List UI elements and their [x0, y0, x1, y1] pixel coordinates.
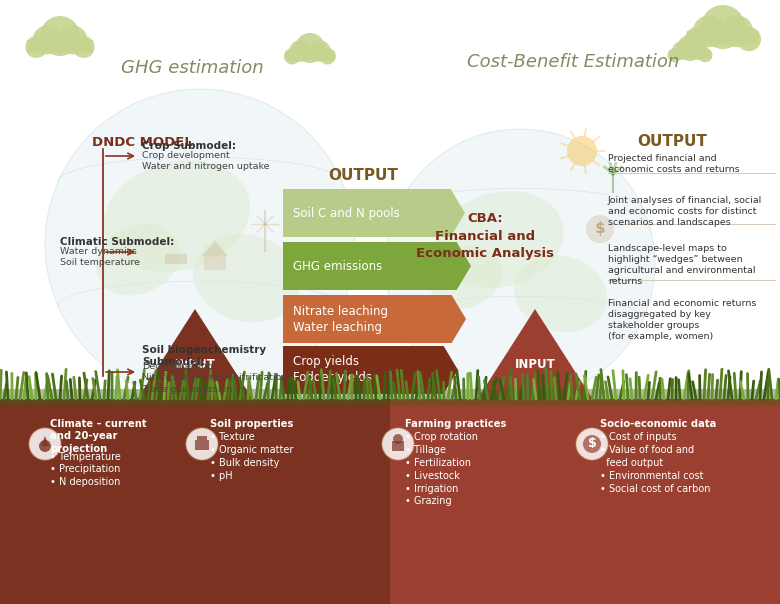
- Text: DNDC MODEL: DNDC MODEL: [92, 135, 193, 149]
- Text: • Crop rotation
• Tillage
• Fertilization
• Livestock
• Irrigation
• Grazing: • Crop rotation • Tillage • Fertilizatio…: [405, 432, 478, 507]
- Text: • Texture
• Organic matter
• Bulk density
• pH: • Texture • Organic matter • Bulk densit…: [210, 432, 293, 481]
- Polygon shape: [471, 309, 599, 409]
- Text: • Temperature
• Precipitation
• N deposition: • Temperature • Precipitation • N deposi…: [50, 452, 121, 487]
- Text: Climate – current
and 20-year
projection: Climate – current and 20-year projection: [50, 419, 147, 454]
- Text: Joint analyses of financial, social
and economic costs for distinct
scenarios an: Joint analyses of financial, social and …: [608, 196, 762, 227]
- Circle shape: [33, 25, 62, 54]
- Text: Decomposition
Nitrification and denitrification
Trace gas emission: Decomposition Nitrification and denitrif…: [142, 362, 287, 394]
- Bar: [390, 399, 780, 604]
- Ellipse shape: [436, 191, 563, 288]
- Circle shape: [701, 5, 745, 49]
- Ellipse shape: [430, 246, 502, 309]
- Ellipse shape: [514, 255, 607, 332]
- Text: Cost-Benefit Estimation: Cost-Benefit Estimation: [467, 53, 679, 71]
- Circle shape: [385, 129, 655, 399]
- Bar: [285, 51, 335, 60]
- Circle shape: [73, 36, 94, 58]
- Ellipse shape: [104, 160, 250, 272]
- Circle shape: [689, 41, 707, 60]
- Circle shape: [186, 428, 218, 460]
- Circle shape: [45, 89, 355, 399]
- Text: Crop yields
Fodder yields: Crop yields Fodder yields: [293, 356, 372, 385]
- Text: OUTPUT: OUTPUT: [637, 135, 707, 150]
- Circle shape: [26, 36, 48, 58]
- Text: Crop Submodel:: Crop Submodel:: [142, 141, 236, 151]
- Text: INPUT: INPUT: [175, 358, 215, 370]
- Bar: [197, 436, 207, 440]
- Circle shape: [382, 428, 414, 460]
- Circle shape: [39, 440, 51, 452]
- Circle shape: [309, 40, 331, 62]
- Circle shape: [576, 428, 608, 460]
- Circle shape: [284, 48, 300, 65]
- Text: GHG emissions: GHG emissions: [293, 260, 382, 272]
- Text: OUTPUT: OUTPUT: [328, 169, 398, 184]
- Text: INPUT: INPUT: [515, 358, 555, 370]
- Bar: [204, 256, 226, 270]
- Circle shape: [586, 215, 614, 243]
- Circle shape: [722, 16, 753, 47]
- Circle shape: [698, 48, 712, 62]
- Circle shape: [668, 48, 682, 62]
- Text: Crop development
Water and nitrogen uptake: Crop development Water and nitrogen upta…: [142, 151, 270, 171]
- Ellipse shape: [96, 223, 180, 295]
- Circle shape: [40, 16, 80, 56]
- Circle shape: [295, 33, 325, 63]
- Polygon shape: [283, 189, 465, 237]
- Text: Projected financial and
economic costs and returns: Projected financial and economic costs a…: [608, 154, 739, 174]
- Circle shape: [677, 35, 703, 61]
- Text: Climatic Submodel:: Climatic Submodel:: [60, 237, 174, 247]
- Text: Nitrate leaching
Water leaching: Nitrate leaching Water leaching: [293, 304, 388, 333]
- Text: CBA:
Financial and
Economic Analysis: CBA: Financial and Economic Analysis: [416, 213, 554, 260]
- Circle shape: [29, 428, 61, 460]
- Text: Soil C and N pools: Soil C and N pools: [293, 207, 399, 219]
- Polygon shape: [283, 346, 458, 394]
- Text: Financial and economic returns
disaggregated by key
stakeholder groups
(for exam: Financial and economic returns disaggreg…: [608, 299, 757, 341]
- Text: Soil biogeochemistry
Submodel:: Soil biogeochemistry Submodel:: [142, 345, 266, 367]
- Bar: [686, 31, 759, 44]
- Text: Water dynamics
Soil temperature: Water dynamics Soil temperature: [60, 247, 140, 267]
- Text: Farming practices: Farming practices: [405, 419, 506, 429]
- Text: $: $: [587, 437, 597, 451]
- Circle shape: [693, 16, 725, 47]
- Bar: [195, 440, 209, 450]
- Bar: [27, 40, 93, 51]
- Ellipse shape: [193, 234, 300, 323]
- Text: Socio-economic data: Socio-economic data: [600, 419, 716, 429]
- Circle shape: [58, 25, 87, 54]
- Circle shape: [320, 48, 336, 65]
- Circle shape: [393, 434, 403, 444]
- Circle shape: [567, 136, 597, 166]
- Bar: [165, 254, 187, 264]
- Text: Landscape-level maps to
highlight “wedges” between
agricultural and environmenta: Landscape-level maps to highlight “wedge…: [608, 244, 756, 286]
- Polygon shape: [283, 295, 466, 343]
- Bar: [392, 441, 404, 451]
- Polygon shape: [202, 241, 228, 256]
- Bar: [0, 399, 390, 604]
- Circle shape: [583, 435, 601, 453]
- Circle shape: [685, 27, 709, 51]
- Circle shape: [289, 40, 311, 62]
- Polygon shape: [283, 242, 471, 290]
- Text: • Cost of inputs
• Value of food and
  feed output
• Environmental cost
• Social: • Cost of inputs • Value of food and fee…: [600, 432, 711, 493]
- Polygon shape: [41, 436, 49, 446]
- Text: Soil properties: Soil properties: [210, 419, 293, 429]
- Circle shape: [672, 41, 691, 60]
- Text: $: $: [594, 222, 605, 237]
- Bar: [0, 389, 780, 405]
- Polygon shape: [131, 309, 259, 409]
- Circle shape: [737, 27, 761, 51]
- Text: GHG estimation: GHG estimation: [121, 59, 264, 77]
- Bar: [668, 50, 711, 58]
